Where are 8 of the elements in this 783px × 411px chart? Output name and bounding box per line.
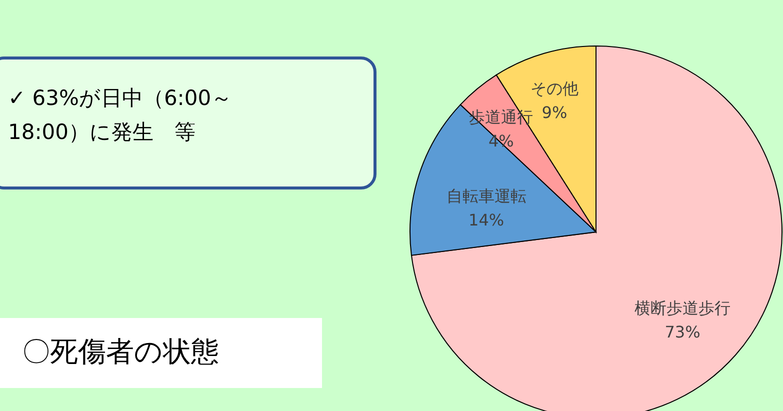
slice-label: その他 xyxy=(530,79,578,98)
slice-label: 自転車運転 xyxy=(446,186,526,206)
data-label: 14% xyxy=(468,210,504,230)
text: 〇死傷者の状態 xyxy=(22,335,219,368)
text: ✓ 63%が日中（6:00～18:00）に発生 等 xyxy=(8,86,232,144)
data-label: 9% xyxy=(542,103,568,122)
slice-label: 横断歩道歩行 xyxy=(634,298,731,318)
data-label: 73% xyxy=(664,322,700,342)
